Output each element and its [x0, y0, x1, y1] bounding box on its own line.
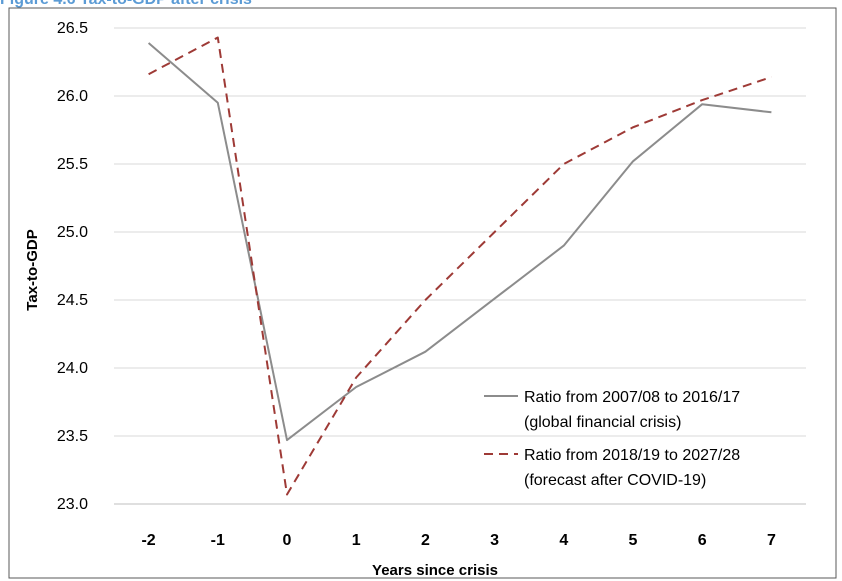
x-tick-label: 1 — [352, 532, 361, 549]
y-tick-label: 25.0 — [57, 224, 88, 241]
y-tick-label: 25.5 — [57, 156, 88, 173]
y-axis-label: Tax-to-GDP — [24, 229, 41, 310]
figure-title: Figure 4.6 Tax-to-GDP after crisis — [0, 0, 252, 9]
x-tick-label: -1 — [211, 532, 225, 549]
y-tick-label: 26.5 — [57, 20, 88, 37]
y-tick-label: 24.0 — [57, 360, 88, 377]
x-tick-label: 5 — [629, 532, 638, 549]
x-tick-label: -2 — [141, 532, 155, 549]
y-tick-label: 24.5 — [57, 292, 88, 309]
legend-label: Ratio from 2007/08 to 2016/17 — [524, 389, 740, 406]
legend-label: (global financial crisis) — [524, 414, 681, 431]
legend: Ratio from 2007/08 to 2016/17 (global fin… — [484, 389, 740, 489]
x-axis-label: Years since crisis — [372, 562, 498, 579]
legend-label: (forecast after COVID-19) — [524, 472, 706, 489]
x-tick-label: 3 — [490, 532, 499, 549]
series-lines — [147, 36, 772, 496]
x-tick-label: 4 — [559, 532, 568, 549]
x-tick-labels: -2 -1 0 1 2 3 4 5 6 7 — [141, 532, 775, 549]
x-tick-label: 7 — [767, 532, 776, 549]
y-tick-label: 26.0 — [57, 88, 88, 105]
series-line-2 — [148, 36, 772, 496]
y-tick-label: 23.5 — [57, 428, 88, 445]
chart-border — [8, 7, 837, 579]
series-line-1 — [147, 42, 772, 442]
x-tick-label: 2 — [421, 532, 430, 549]
y-tick-label: 23.0 — [57, 496, 88, 513]
gridlines — [114, 27, 806, 437]
x-tick-label: 0 — [283, 532, 292, 549]
y-tick-labels: 23.0 23.5 24.0 24.5 25.0 25.5 26.0 26.5 — [57, 20, 88, 513]
x-tick-label: 6 — [698, 532, 707, 549]
legend-label: Ratio from 2018/19 to 2027/28 — [524, 447, 740, 464]
series-1-points — [149, 43, 772, 440]
